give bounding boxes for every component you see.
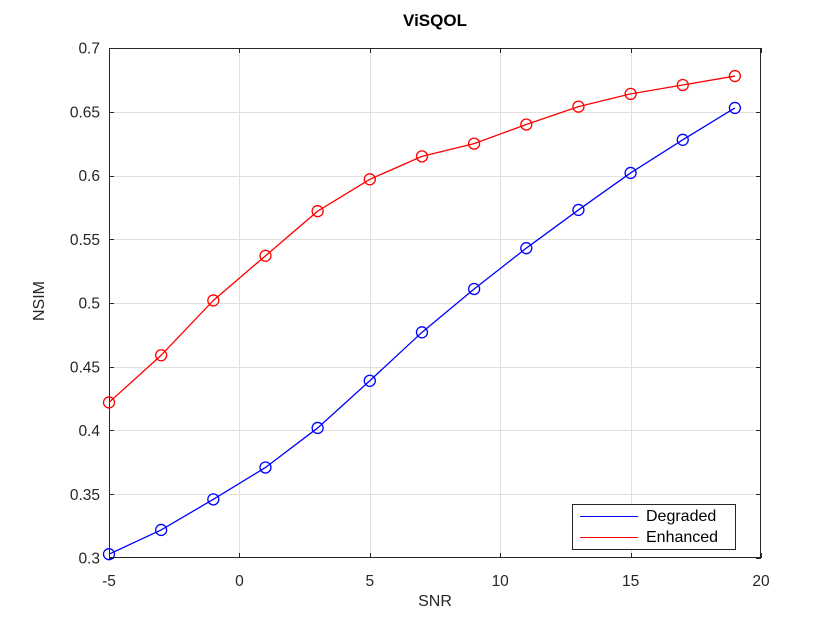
x-tick-label: 10 bbox=[492, 573, 510, 590]
marker-enhanced bbox=[311, 205, 324, 218]
y-tick-label: 0.6 bbox=[78, 168, 100, 185]
marker-degraded bbox=[311, 421, 324, 435]
y-tick-label: 0.4 bbox=[78, 423, 100, 440]
x-tick-label: 5 bbox=[365, 573, 374, 590]
marker-degraded bbox=[259, 461, 272, 474]
legend-item-enhanced: Enhanced bbox=[573, 527, 735, 548]
marker-enhanced bbox=[259, 249, 272, 262]
marker-degraded bbox=[572, 203, 585, 217]
marker-enhanced bbox=[363, 173, 376, 186]
marker-enhanced bbox=[155, 349, 168, 362]
axes-box bbox=[109, 48, 761, 558]
marker-degraded bbox=[624, 166, 637, 180]
marker-enhanced bbox=[728, 69, 742, 83]
marker-enhanced bbox=[467, 137, 481, 150]
marker-degraded bbox=[415, 326, 429, 339]
marker-degraded bbox=[155, 523, 168, 537]
x-tick-label: -5 bbox=[102, 573, 116, 590]
series-line-degraded bbox=[108, 107, 736, 555]
y-tick-label: 0.3 bbox=[78, 551, 100, 568]
x-tick-label: 0 bbox=[235, 573, 244, 590]
marker-degraded bbox=[102, 548, 116, 561]
marker-enhanced bbox=[676, 78, 689, 92]
chart-title: ViSQOL bbox=[403, 11, 467, 30]
marker-enhanced bbox=[572, 100, 585, 113]
marker-degraded bbox=[520, 242, 533, 255]
marker-enhanced bbox=[624, 87, 637, 101]
y-tick-label: 0.45 bbox=[70, 359, 100, 376]
legend-item-degraded: Degraded bbox=[573, 506, 735, 527]
marker-enhanced bbox=[415, 150, 429, 163]
legend: Degraded Enhanced bbox=[572, 504, 736, 550]
marker-degraded bbox=[728, 101, 742, 115]
x-axis-label: SNR bbox=[418, 593, 452, 610]
legend-label-degraded: Degraded bbox=[646, 507, 717, 525]
marker-degraded bbox=[467, 282, 481, 296]
y-tick-label: 0.7 bbox=[78, 41, 100, 58]
marker-degraded bbox=[676, 133, 689, 146]
marker-enhanced bbox=[520, 118, 533, 131]
y-tick-label: 0.65 bbox=[70, 104, 100, 121]
legend-line-enhanced bbox=[580, 537, 638, 538]
marker-degraded bbox=[363, 374, 376, 387]
marker-degraded bbox=[207, 493, 220, 506]
y-tick-label: 0.5 bbox=[78, 296, 100, 313]
legend-label-enhanced: Enhanced bbox=[646, 528, 719, 546]
series-line-enhanced bbox=[108, 75, 736, 403]
y-tick-label: 0.55 bbox=[70, 232, 100, 249]
x-tick-label: 20 bbox=[752, 573, 770, 590]
y-tick-label: 0.35 bbox=[70, 487, 100, 504]
x-tick-label: 15 bbox=[622, 573, 639, 590]
y-axis-label: NSIM bbox=[31, 281, 48, 321]
marker-enhanced bbox=[102, 396, 116, 409]
marker-enhanced bbox=[207, 294, 220, 307]
legend-line-degraded bbox=[580, 516, 638, 517]
